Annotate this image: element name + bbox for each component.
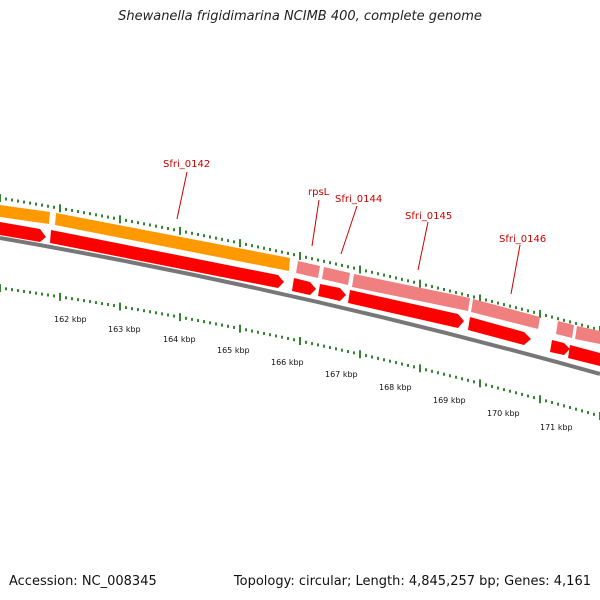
tick-label: 167 kbp bbox=[325, 370, 358, 379]
tick-label: 170 kbp bbox=[487, 409, 520, 418]
gene-bar-sfri0142-upper[interactable] bbox=[55, 213, 290, 271]
tick-label: 169 kbp bbox=[433, 396, 466, 405]
leader-line-sfri0142 bbox=[176, 171, 188, 220]
gene-label-sfri0142[interactable]: Sfri_0142 bbox=[163, 159, 210, 170]
gene-arrow-prev[interactable] bbox=[0, 222, 46, 242]
accession-text: Accession: NC_008345 bbox=[9, 574, 157, 589]
gene-bar-rpsl-upper[interactable] bbox=[296, 261, 320, 278]
scale-labels: 162 kbp 163 kbp 164 kbp 165 kbp 166 kbp … bbox=[54, 315, 573, 432]
gene-label-sfri0144[interactable]: Sfri_0144 bbox=[335, 194, 382, 205]
tick-label: 166 kbp bbox=[271, 358, 304, 367]
gene-arrow-rpsl[interactable] bbox=[292, 278, 316, 295]
tick-label: 165 kbp bbox=[217, 346, 250, 355]
gene-arrow-next2[interactable] bbox=[568, 345, 600, 366]
gene-bar-sfri0144-upper[interactable] bbox=[322, 267, 350, 285]
leader-line-sfri0144 bbox=[340, 205, 358, 255]
gene-labels: Sfri_0142 rpsL Sfri_0144 Sfri_0145 Sfri_… bbox=[163, 159, 546, 295]
inner-scale bbox=[0, 284, 600, 420]
gene-arrow-sfri0144[interactable] bbox=[318, 284, 346, 301]
leader-line-sfri0145 bbox=[417, 221, 429, 271]
gene-arrow-sfri0145[interactable] bbox=[348, 290, 464, 328]
gene-bar-next-upper[interactable] bbox=[556, 321, 574, 338]
upper-gene-track bbox=[0, 205, 600, 344]
gene-arrow-next[interactable] bbox=[550, 340, 570, 355]
leader-line-sfri0146 bbox=[510, 244, 521, 295]
gene-arrow-sfri0146[interactable] bbox=[468, 317, 531, 345]
tick-label: 171 kbp bbox=[540, 423, 573, 432]
leader-line-rpsl bbox=[311, 199, 320, 247]
gene-bar-prev-upper[interactable] bbox=[0, 205, 50, 224]
genome-backbone bbox=[0, 236, 600, 376]
genome-title: Shewanella frigidimarina NCIMB 400, comp… bbox=[118, 9, 482, 24]
gene-arrow-sfri0142[interactable] bbox=[50, 230, 284, 288]
gene-label-sfri0146[interactable]: Sfri_0146 bbox=[499, 234, 546, 245]
gene-bar-sfri0145-upper[interactable] bbox=[352, 274, 470, 311]
gene-bar-next2-upper[interactable] bbox=[575, 326, 600, 344]
outer-scale bbox=[0, 194, 600, 334]
lower-gene-track bbox=[0, 222, 600, 366]
gene-bar-sfri0146-upper[interactable] bbox=[471, 299, 540, 329]
gene-label-rpsl[interactable]: rpsL bbox=[308, 187, 330, 198]
tick-label: 168 kbp bbox=[379, 383, 412, 392]
tick-label: 162 kbp bbox=[54, 315, 87, 324]
tick-label: 164 kbp bbox=[163, 335, 196, 344]
gene-label-sfri0145[interactable]: Sfri_0145 bbox=[405, 211, 452, 222]
tick-label: 163 kbp bbox=[108, 325, 141, 334]
genome-stats-text: Topology: circular; Length: 4,845,257 bp… bbox=[233, 574, 591, 589]
